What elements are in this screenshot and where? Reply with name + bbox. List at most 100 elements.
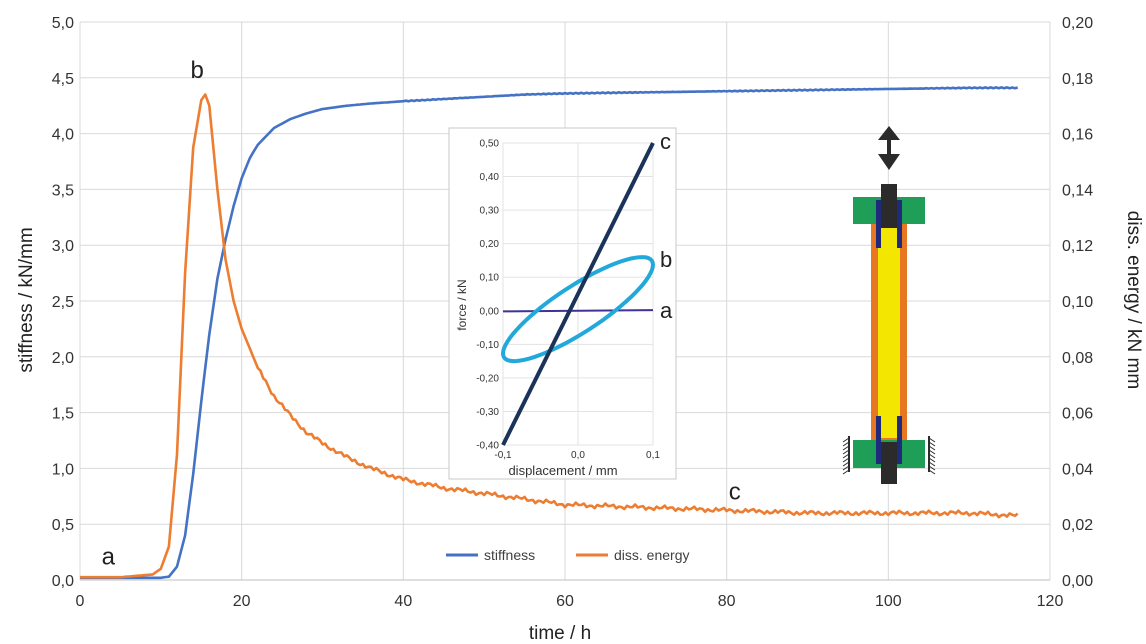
hatch-line — [842, 453, 850, 459]
y2-tick-label: 0,06 — [1062, 406, 1093, 423]
inset-y-tick-label: 0,20 — [480, 239, 500, 250]
lower-insert — [881, 442, 897, 484]
inset-series-b — [500, 255, 656, 364]
inset-y-axis-title: force / kN — [455, 279, 469, 330]
hatch-line — [842, 469, 850, 475]
y-tick-label: 1,0 — [52, 461, 74, 478]
hatch-line — [842, 437, 850, 443]
inset-y-tick-label: 0,00 — [480, 306, 500, 317]
y2-tick-label: 0,04 — [1062, 461, 1093, 478]
inset-x-tick-label: 0,1 — [646, 450, 660, 461]
hatch-line — [928, 449, 936, 455]
upper-insert — [881, 184, 897, 228]
y-tick-label: 1,5 — [52, 406, 74, 423]
inset-y-tick-label: -0,10 — [476, 340, 499, 351]
inset-y-tick-label: 0,50 — [480, 139, 500, 150]
inset-hysteresis-chart: 0,50 0,40 0,30 0,20 0,10 0,00 -0,10 -0,20 -0,30 -… — [448, 127, 677, 480]
y2-tick-label: 0,12 — [1062, 238, 1093, 255]
inset-annotation-c: c — [660, 129, 671, 154]
inset-frame — [448, 127, 677, 480]
actuator-rod — [887, 140, 891, 154]
upper-seal-left — [876, 200, 881, 248]
annotation-a: a — [102, 543, 116, 570]
x-tick-label: 40 — [394, 593, 412, 610]
inset-axes: 0,50 0,40 0,30 0,20 0,10 0,00 -0,10 -0,20 -0,30 -… — [476, 139, 660, 462]
inset-annotation-a: a — [660, 298, 673, 323]
hatch-line — [842, 457, 850, 463]
y-tick-label: 0,0 — [52, 573, 74, 590]
y2-tick-label: 0,08 — [1062, 350, 1093, 367]
hatch-line — [842, 445, 850, 451]
y2-tick-label: 0,14 — [1062, 182, 1093, 199]
y-tick-label: 5,0 — [52, 15, 74, 32]
hatch-line — [928, 437, 936, 443]
inset-series — [500, 142, 656, 446]
inset-x-tick-label: -0,1 — [494, 450, 512, 461]
y-tick-label: 3,0 — [52, 238, 74, 255]
hatch-line — [842, 449, 850, 455]
hatch-line — [928, 441, 936, 447]
y2-tick-label: 0,20 — [1062, 15, 1093, 32]
inset-y-tick-label: 0,40 — [480, 172, 500, 183]
arrow-down-icon — [878, 154, 900, 170]
main-annotations: a b c — [102, 57, 741, 571]
hatch-line — [928, 465, 936, 471]
inset-y-tick-label: 0,10 — [480, 273, 500, 284]
legend-label-diss-energy: diss. energy — [614, 547, 689, 563]
y-tick-label: 4,5 — [52, 71, 74, 88]
arrow-up-icon — [878, 126, 900, 140]
inset-series-c — [501, 142, 655, 446]
inset-series-a — [502, 309, 654, 313]
y-tick-label: 2,5 — [52, 294, 74, 311]
inset-y-tick-label: -0,20 — [476, 373, 499, 384]
hatch-line — [842, 461, 850, 467]
legend: stiffness diss. energy — [446, 547, 689, 563]
inset-annotation-b: b — [660, 247, 672, 272]
x-tick-label: 120 — [1037, 593, 1064, 610]
inset-x-axis-title: displacement / mm — [508, 463, 617, 478]
x-tick-label: 60 — [556, 593, 574, 610]
y2-tick-label: 0,10 — [1062, 294, 1093, 311]
specimen-schematic — [842, 126, 936, 484]
lower-seal-right — [897, 416, 902, 464]
legend-label-stiffness: stiffness — [484, 547, 535, 563]
x-axis-title: time / h — [529, 623, 591, 644]
y-tick-label: 3,5 — [52, 182, 74, 199]
ground-hatching — [842, 437, 936, 475]
hatch-line — [928, 469, 936, 475]
series-diss-energy — [80, 93, 1019, 579]
hatch-line — [928, 445, 936, 451]
y-tick-label: 4,0 — [52, 127, 74, 144]
y-tick-label: 0,5 — [52, 517, 74, 534]
inset-x-tick-label: 0,0 — [571, 450, 585, 461]
y2-tick-label: 0,18 — [1062, 71, 1093, 88]
main-axes: 0 20 40 60 80 100 120 0,0 0,5 1,0 1,5 2,0 2,5 3,0 3,5 4… — [52, 15, 1093, 610]
annotation-b: b — [191, 57, 204, 84]
upper-seal-right — [897, 200, 902, 248]
x-tick-label: 0 — [76, 593, 85, 610]
hatch-line — [842, 465, 850, 471]
x-tick-label: 100 — [875, 593, 902, 610]
hatch-line — [928, 453, 936, 459]
main-series — [80, 86, 1019, 580]
x-tick-label: 20 — [233, 593, 251, 610]
inset-y-tick-label: -0,30 — [476, 407, 499, 418]
inset-y-tick-label: -0,40 — [476, 441, 499, 452]
hatch-line — [928, 461, 936, 467]
y2-tick-label: 0,00 — [1062, 573, 1093, 590]
lower-seal-left — [876, 416, 881, 464]
y2-tick-label: 0,02 — [1062, 517, 1093, 534]
hatch-line — [928, 457, 936, 463]
y2-axis-title: diss. energy / kN mm — [1123, 211, 1144, 389]
elastomer-core — [878, 226, 900, 438]
y-axis-title: stiffness / kN/mm — [16, 227, 37, 372]
annotation-c: c — [729, 479, 741, 506]
inset-annotations: c b a — [660, 129, 673, 323]
x-tick-label: 80 — [718, 593, 736, 610]
hatch-line — [842, 441, 850, 447]
series-stiffness — [80, 86, 1019, 580]
y-tick-label: 2,0 — [52, 350, 74, 367]
inset-y-tick-label: 0,30 — [480, 206, 500, 217]
y2-tick-label: 0,16 — [1062, 127, 1093, 144]
